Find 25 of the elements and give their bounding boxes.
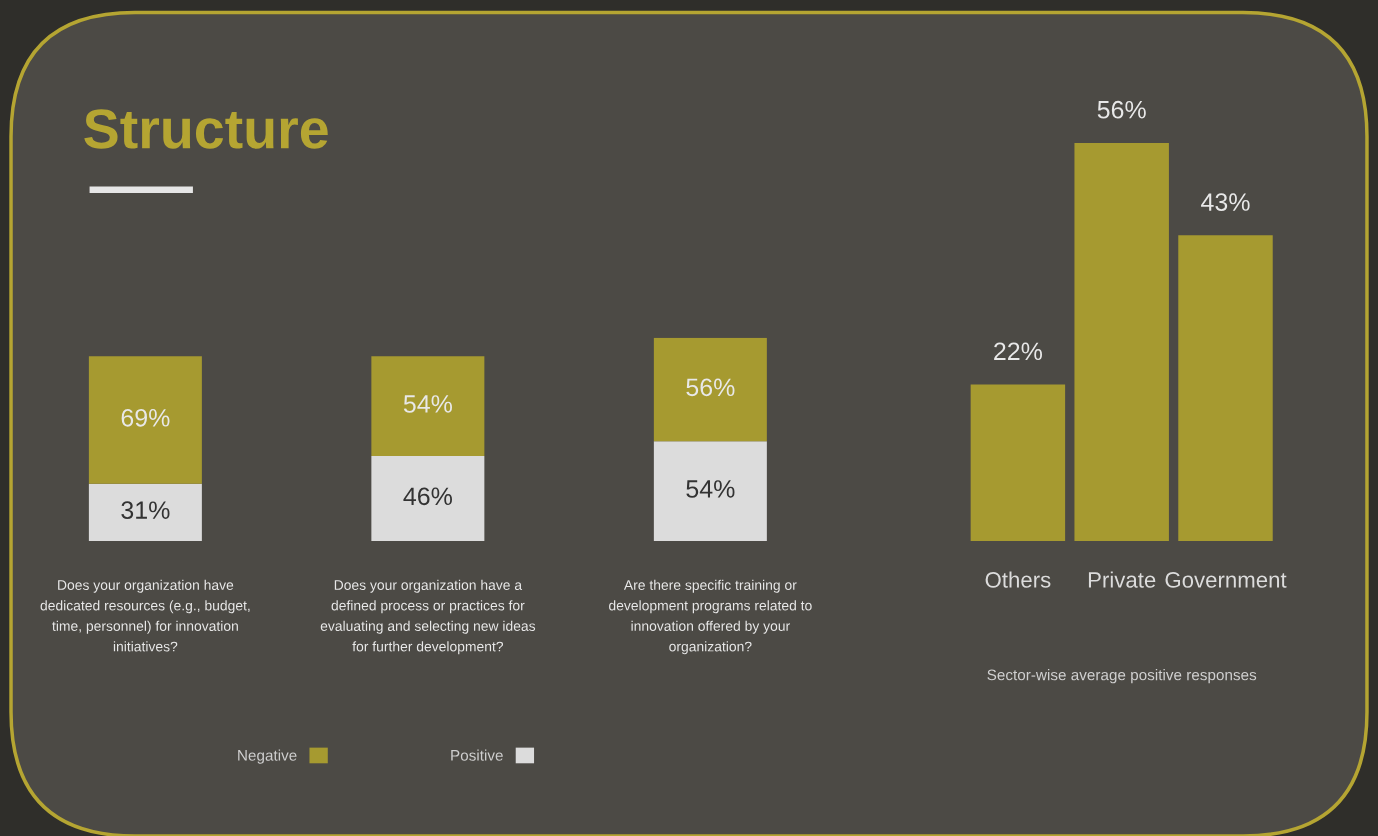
bar [653, 441, 767, 541]
data-label: 31% [121, 501, 170, 519]
data-label: 22% [994, 342, 1043, 361]
x-tick-label: Are there specific training or development programs related to innovation offered by your organization? [609, 579, 812, 655]
x-tick-label: Others [985, 571, 1051, 588]
text: Sector-wise average positive responses [987, 669, 1257, 684]
bar [88, 483, 202, 541]
data-label: 54% [686, 480, 735, 498]
legend-label: Negative [238, 749, 297, 764]
chart-title: Structure [84, 109, 328, 149]
data-label: 54% [403, 395, 452, 413]
data-label: 69% [121, 408, 170, 427]
data-label: 46% [403, 487, 452, 506]
x-tick-label: Private [1088, 571, 1156, 588]
bar [371, 356, 485, 456]
data-label: 43% [1201, 193, 1250, 211]
x-tick-label: Government [1165, 572, 1287, 588]
data-label: 56% [686, 378, 735, 397]
x-tick-label: Does your organization have dedicated resources (e.g., budget, time, personnel) for innovation initiatives? [40, 579, 250, 652]
bar [88, 356, 202, 484]
legend-label: Positive [451, 749, 503, 761]
data-label: 56% [1097, 100, 1146, 119]
x-tick-label: Does your organization have a defined process or practices for evaluating and selecting new ideas for further development? [320, 579, 536, 655]
bar [371, 455, 485, 541]
bar [653, 337, 767, 442]
